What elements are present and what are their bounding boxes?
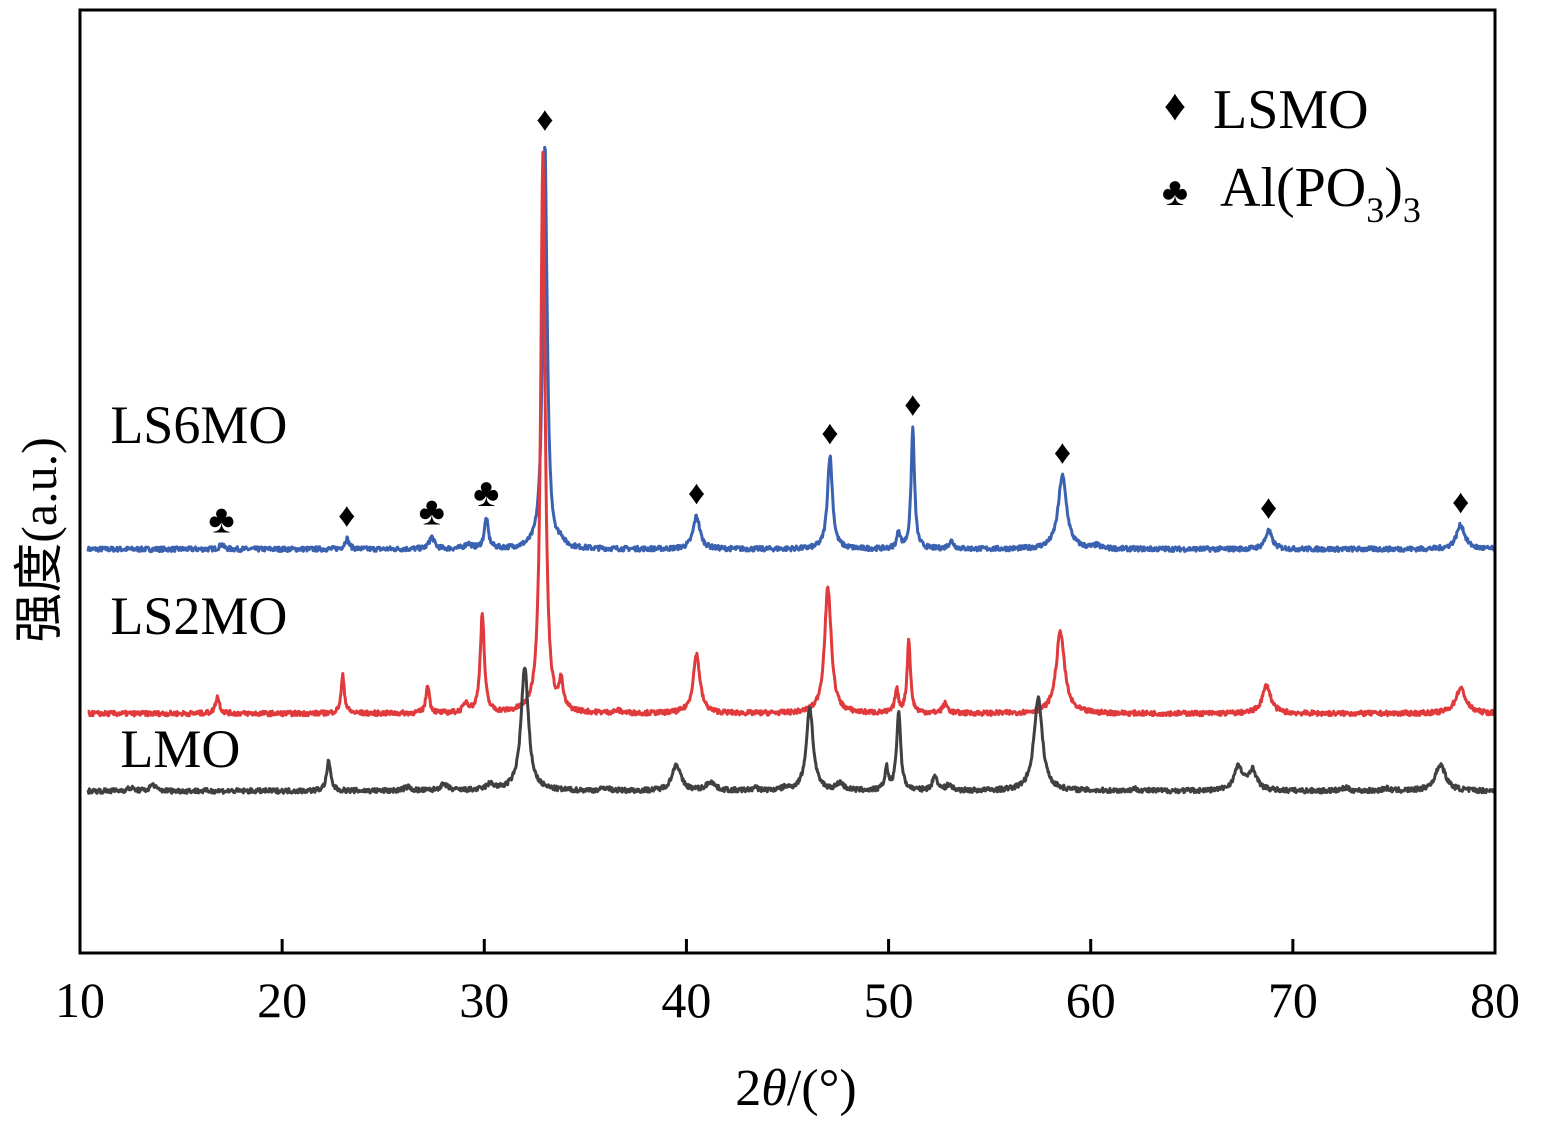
lsmo-peak-marker: ♦ — [1054, 435, 1071, 472]
x-tick-label: 30 — [459, 972, 509, 1028]
alpo3-peak-marker: ♣ — [473, 470, 499, 515]
series-line-ls6mo — [86, 145, 1496, 554]
legend-lsmo-label: LSMO — [1213, 79, 1369, 141]
x-axis-title: 2θ/(°) — [735, 1060, 856, 1117]
x-tick-label: 50 — [864, 972, 914, 1028]
series-label-layer: LS6MO LS2MO LMO — [110, 395, 287, 779]
series-line-ls2mo — [87, 150, 1496, 718]
x-axis-title-theta: θ — [761, 1060, 787, 1117]
trace-layer — [86, 145, 1496, 795]
legend-alpo-sub1: 3 — [1366, 190, 1384, 230]
lsmo-peak-marker: ♦ — [1452, 484, 1469, 521]
x-tick-label: 60 — [1066, 972, 1116, 1028]
legend-alpo-label: Al(PO3)3 — [1220, 157, 1421, 230]
legend-alpo-symbol: ♣ — [1162, 169, 1188, 214]
x-tick-label: 70 — [1268, 972, 1318, 1028]
x-axis-ticks: 10 20 30 40 50 60 70 80 — [55, 939, 1520, 1028]
legend-alpo-sub2: 3 — [1403, 190, 1421, 230]
legend-alpo-main: Al(PO — [1220, 157, 1366, 219]
peak-marker-layer: ♣ ♦ ♣ ♣ ♦ ♦ ♦ ♦ ♦ ♦ ♦ — [208, 102, 1469, 542]
lsmo-peak-marker: ♦ — [688, 475, 705, 512]
series-label-ls6mo: LS6MO — [110, 395, 287, 455]
plot-frame — [78, 8, 1497, 955]
lsmo-peak-marker: ♦ — [536, 102, 553, 139]
series-label-ls2mo: LS2MO — [110, 586, 287, 646]
x-tick-label: 20 — [257, 972, 307, 1028]
legend-lsmo-symbol: ♦ — [1164, 81, 1186, 130]
lsmo-peak-marker: ♦ — [904, 387, 921, 424]
y-axis-title: 强度(a.u.) — [11, 437, 67, 643]
legend-alpo-paren: ) — [1384, 157, 1403, 219]
x-axis-title-prefix: 2 — [735, 1060, 761, 1117]
lsmo-peak-marker: ♦ — [338, 497, 355, 534]
x-tick-label: 40 — [661, 972, 711, 1028]
x-tick-label: 80 — [1470, 972, 1520, 1028]
lsmo-peak-marker: ♦ — [821, 415, 838, 452]
x-tick-label: 10 — [55, 972, 105, 1028]
series-line-lmo — [86, 666, 1496, 795]
alpo3-peak-marker: ♣ — [208, 496, 234, 541]
series-label-lmo: LMO — [120, 719, 240, 779]
alpo3-peak-marker: ♣ — [419, 489, 445, 534]
lsmo-peak-marker: ♦ — [1260, 490, 1277, 527]
x-axis-title-suffix: /(°) — [787, 1060, 857, 1117]
legend: ♦ LSMO ♣ Al(PO3)3 — [1162, 79, 1421, 230]
